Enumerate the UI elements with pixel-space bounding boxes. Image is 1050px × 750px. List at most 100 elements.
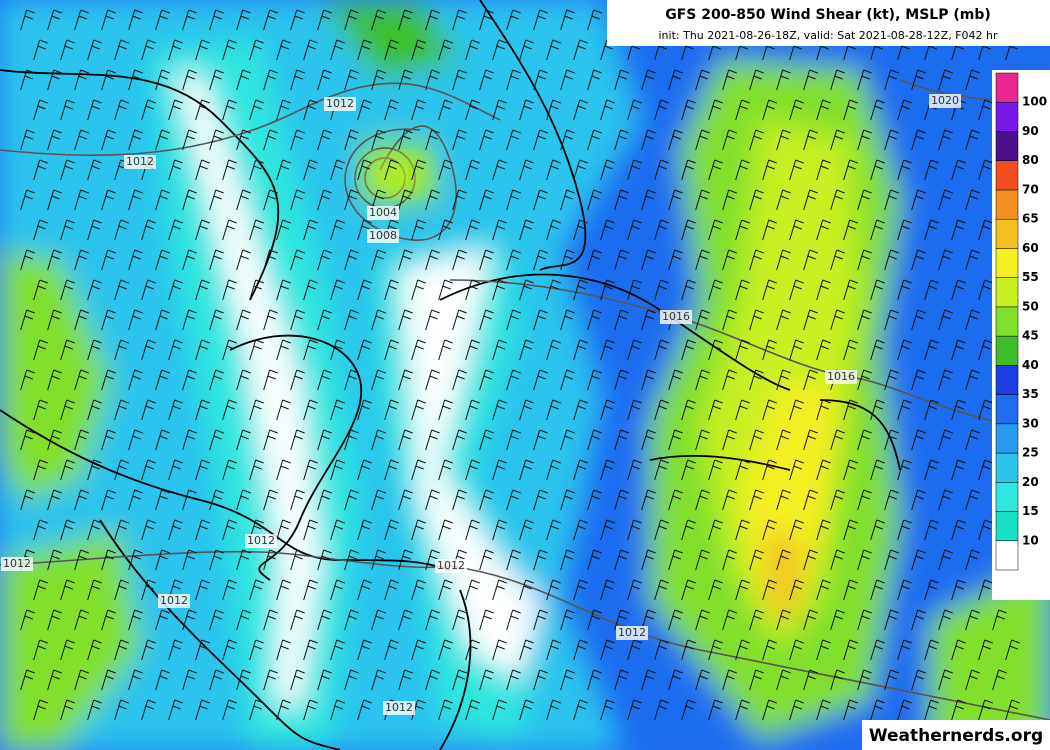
wind-barb <box>209 309 224 331</box>
wind-barb <box>573 339 588 361</box>
wind-barb <box>411 159 426 181</box>
wind-barb <box>20 429 35 451</box>
wind-barb <box>803 369 818 391</box>
wind-barb <box>452 429 467 451</box>
wind-barb <box>857 609 872 631</box>
wind-barb <box>438 519 453 541</box>
wind-barb <box>911 429 926 451</box>
wind-barb <box>290 549 305 571</box>
wind-barb <box>276 219 291 241</box>
wind-barb <box>830 129 845 151</box>
wind-barb <box>425 9 440 31</box>
wind-barb <box>438 639 453 661</box>
wind-barb <box>60 579 75 601</box>
wind-barb <box>587 249 602 271</box>
wind-barb <box>938 429 953 451</box>
wind-barb <box>317 369 332 391</box>
wind-barb <box>978 519 993 541</box>
wind-barb <box>344 369 359 391</box>
wind-barb <box>101 429 116 451</box>
wind-barb <box>74 309 89 331</box>
wind-barb <box>573 699 588 721</box>
wind-barb <box>722 669 737 691</box>
wind-barb <box>641 489 656 511</box>
wind-barb <box>303 99 318 121</box>
map-title: GFS 200-850 Wind Shear (kt), MSLP (mb) <box>665 7 991 23</box>
wind-barb <box>857 189 872 211</box>
wind-barb <box>519 39 534 61</box>
wind-barb <box>411 99 426 121</box>
wind-barb <box>411 339 426 361</box>
wind-barb <box>33 459 48 481</box>
wind-barb <box>870 459 885 481</box>
wind-barb <box>506 609 521 631</box>
wind-barb <box>168 39 183 61</box>
wind-barb <box>168 699 183 721</box>
colorbar-swatch <box>995 72 1019 103</box>
wind-barb <box>911 189 926 211</box>
wind-barb <box>195 399 210 421</box>
wind-barb <box>641 549 656 571</box>
wind-barb <box>398 549 413 571</box>
wind-barb <box>519 579 534 601</box>
wind-barb <box>978 579 993 601</box>
wind-barb <box>47 549 62 571</box>
wind-barb <box>668 249 683 271</box>
wind-barb <box>276 459 291 481</box>
wind-barb <box>303 519 318 541</box>
wind-barb <box>155 309 170 331</box>
wind-barb <box>857 369 872 391</box>
wind-barb <box>411 279 426 301</box>
wind-barb <box>60 519 75 541</box>
wind-barb <box>533 129 548 151</box>
wind-barb <box>398 309 413 331</box>
wind-barb <box>452 249 467 271</box>
wind-barb <box>87 459 102 481</box>
wind-barb <box>830 609 845 631</box>
wind-barb <box>425 129 440 151</box>
colorbar-swatch <box>995 482 1019 512</box>
wind-barb <box>236 429 251 451</box>
wind-barb <box>546 39 561 61</box>
wind-barb <box>600 399 615 421</box>
wind-barb <box>357 579 372 601</box>
wind-barb <box>668 369 683 391</box>
wind-barb <box>128 9 143 31</box>
wind-barb <box>371 9 386 31</box>
wind-barb <box>141 699 156 721</box>
wind-barb <box>587 669 602 691</box>
wind-barb <box>951 219 966 241</box>
wind-barb <box>236 669 251 691</box>
wind-barb <box>641 429 656 451</box>
wind-barb <box>452 369 467 391</box>
wind-barb <box>411 639 426 661</box>
wind-barb <box>452 669 467 691</box>
wind-barb <box>465 279 480 301</box>
wind-barb <box>398 669 413 691</box>
wind-barb <box>236 69 251 91</box>
wind-barb <box>884 429 899 451</box>
wind-barb <box>276 579 291 601</box>
wind-barb <box>587 429 602 451</box>
wind-barb <box>627 99 642 121</box>
wind-barb <box>911 549 926 571</box>
wind-barb <box>182 9 197 31</box>
wind-barb <box>60 459 75 481</box>
wind-barb <box>695 69 710 91</box>
wind-barb <box>303 219 318 241</box>
wind-barb <box>47 189 62 211</box>
wind-barb <box>209 429 224 451</box>
wind-barb <box>924 579 939 601</box>
wind-barb <box>492 159 507 181</box>
wind-barb <box>816 279 831 301</box>
wind-barb <box>438 699 453 721</box>
wind-barb <box>195 339 210 361</box>
wind-barb <box>924 699 939 721</box>
wind-barb <box>101 69 116 91</box>
colorbar-label: 65 <box>1022 212 1039 226</box>
wind-barb <box>60 339 75 361</box>
wind-barb <box>74 369 89 391</box>
wind-barb <box>843 159 858 181</box>
wind-barb <box>857 309 872 331</box>
